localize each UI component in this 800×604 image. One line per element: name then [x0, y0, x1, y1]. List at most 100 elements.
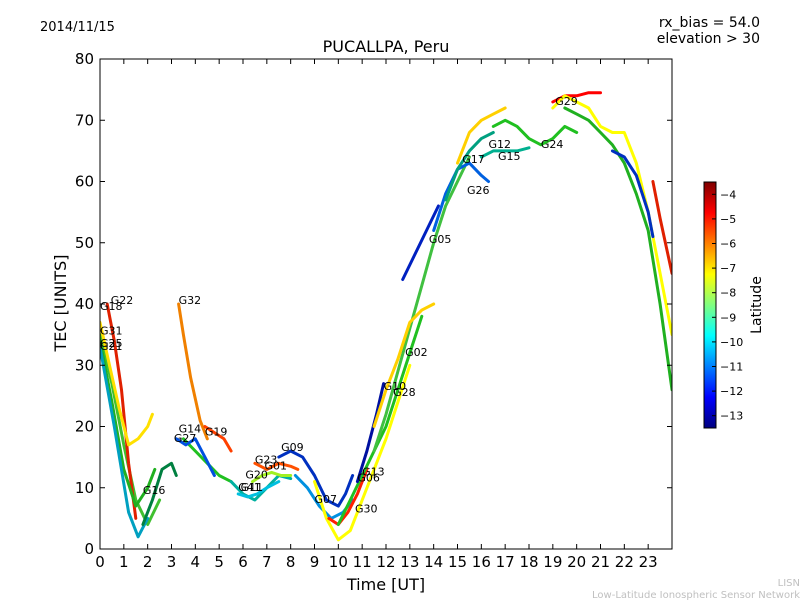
- footer-lisn: LISN: [778, 578, 800, 589]
- series-line-G21: [100, 345, 150, 539]
- y-tick-label: 10: [75, 479, 94, 497]
- series-line-G09: [277, 449, 355, 508]
- satellite-label: G30: [355, 502, 378, 515]
- x-tick-label: 12: [376, 553, 395, 571]
- y-tick-label: 0: [84, 540, 94, 558]
- series-line-G01b: [651, 180, 672, 275]
- colorbar-tick-label: −7: [720, 262, 736, 275]
- footer-network: Low-Latitude Ionospheric Sensor Network: [592, 590, 800, 600]
- satellite-label: G41: [238, 481, 261, 494]
- colorbar-tick-label: −5: [720, 213, 736, 226]
- x-axis-label: Time [UT]: [346, 575, 425, 594]
- satellite-label: G32: [179, 294, 202, 307]
- satellite-label: G29: [555, 95, 578, 108]
- satellite-label: G17: [462, 153, 485, 166]
- satellite-label: G22: [111, 294, 134, 307]
- series-line-G26: [432, 161, 490, 232]
- satellite-label: G27: [174, 432, 197, 445]
- series-line-G03: [610, 149, 655, 239]
- x-tick-label: 23: [639, 553, 658, 571]
- x-tick-label: 4: [191, 553, 201, 571]
- series-line-G10: [355, 382, 386, 484]
- x-tick-label: 10: [329, 553, 348, 571]
- x-tick-label: 16: [472, 553, 491, 571]
- x-tick-label: 8: [286, 553, 296, 571]
- x-tick-label: 19: [543, 553, 562, 571]
- x-tick-label: 0: [95, 553, 105, 571]
- series-line-G27: [174, 437, 216, 477]
- satellite-label: G11: [241, 481, 264, 494]
- y-tick-label: 80: [75, 50, 94, 68]
- x-tick-label: 9: [310, 553, 320, 571]
- satellite-label: G14: [179, 423, 202, 436]
- x-tick-label: 7: [262, 553, 272, 571]
- x-tick-label: 13: [400, 553, 419, 571]
- colorbar: −4 −5 −6 −7 −8 −9 −10 −11 −12 −13: [703, 181, 743, 429]
- satellite-label: G06: [357, 472, 380, 485]
- satellite-label: G01: [264, 459, 287, 472]
- series-line-G15: [479, 146, 531, 159]
- satellite-label: G24: [541, 138, 564, 151]
- satellite-label: G15: [498, 150, 521, 163]
- y-tick-label: 40: [75, 295, 94, 313]
- satellite-label: G09: [281, 441, 304, 454]
- satellite-label: G18: [100, 300, 123, 313]
- x-tick-label: 17: [496, 553, 515, 571]
- series-line-G24: [491, 118, 579, 147]
- series-line-G16: [141, 461, 178, 526]
- x-tick-label: 15: [448, 553, 467, 571]
- series-line-G19: [203, 425, 233, 453]
- x-tick-label: 20: [567, 553, 586, 571]
- series-line-G28: [372, 155, 471, 453]
- colorbar-tick-label: −8: [720, 287, 736, 300]
- satellite-label: G23: [255, 453, 278, 466]
- x-tick-label: 21: [591, 553, 610, 571]
- x-tick-label: 1: [119, 553, 129, 571]
- x-tick-label: 14: [424, 553, 443, 571]
- series-line-G17: [444, 131, 495, 202]
- y-tick-label: 70: [75, 111, 94, 129]
- y-tick-label: 60: [75, 173, 94, 191]
- elevation-label: elevation > 30: [657, 31, 760, 47]
- plot-area: 0 1 2 3 4 5 6 7 8 9 10 11 12 13 14 15 16 17 18 19 20 21 22 2301…: [75, 50, 673, 571]
- series-line-G32: [177, 302, 209, 441]
- series-line-G11: [236, 480, 281, 499]
- series-line-G05: [401, 204, 440, 281]
- satellite-label: G05: [429, 233, 452, 246]
- x-tick-label: 11: [353, 553, 372, 571]
- satellite-label: G07: [315, 493, 338, 506]
- satellite-label: G12: [488, 138, 511, 151]
- colorbar-tick-label: −11: [720, 361, 743, 374]
- satellite-label: G10: [384, 380, 407, 393]
- y-tick-label: 30: [75, 356, 94, 374]
- series-line-G06: [327, 467, 369, 526]
- x-tick-label: 22: [615, 553, 634, 571]
- x-tick-label: 2: [143, 553, 153, 571]
- series-line-G31: [100, 320, 154, 447]
- satellite-label: G19: [205, 426, 228, 439]
- y-tick-label: 20: [75, 418, 94, 436]
- series-line-G04: [551, 94, 672, 337]
- x-tick-label: 3: [167, 553, 177, 571]
- x-tick-label: 6: [238, 553, 248, 571]
- satellite-label: G21: [100, 340, 123, 353]
- colorbar-tick-label: −10: [720, 336, 743, 349]
- series-line-G22: [105, 302, 138, 520]
- satellite-label: G13: [362, 466, 385, 479]
- colorbar-label: Latitude: [749, 276, 765, 334]
- satellite-label: G16: [143, 484, 166, 497]
- rx-bias-label: rx_bias = 54.0: [659, 15, 760, 31]
- colorbar-tick-label: −9: [720, 311, 736, 324]
- satellite-label: G25: [100, 337, 123, 350]
- series-line-G02: [372, 302, 436, 428]
- series-line-G23: [253, 461, 300, 471]
- colorbar-tick-label: −13: [720, 410, 743, 423]
- satellite-label: G02: [405, 346, 428, 359]
- satellite-label: G31: [100, 325, 123, 338]
- y-axis-label: TEC [UNITS]: [51, 255, 70, 353]
- colorbar-tick-label: −6: [720, 238, 736, 251]
- series-group: [100, 91, 672, 542]
- y-tick-label: 50: [75, 234, 94, 252]
- x-tick-label: 5: [214, 553, 224, 571]
